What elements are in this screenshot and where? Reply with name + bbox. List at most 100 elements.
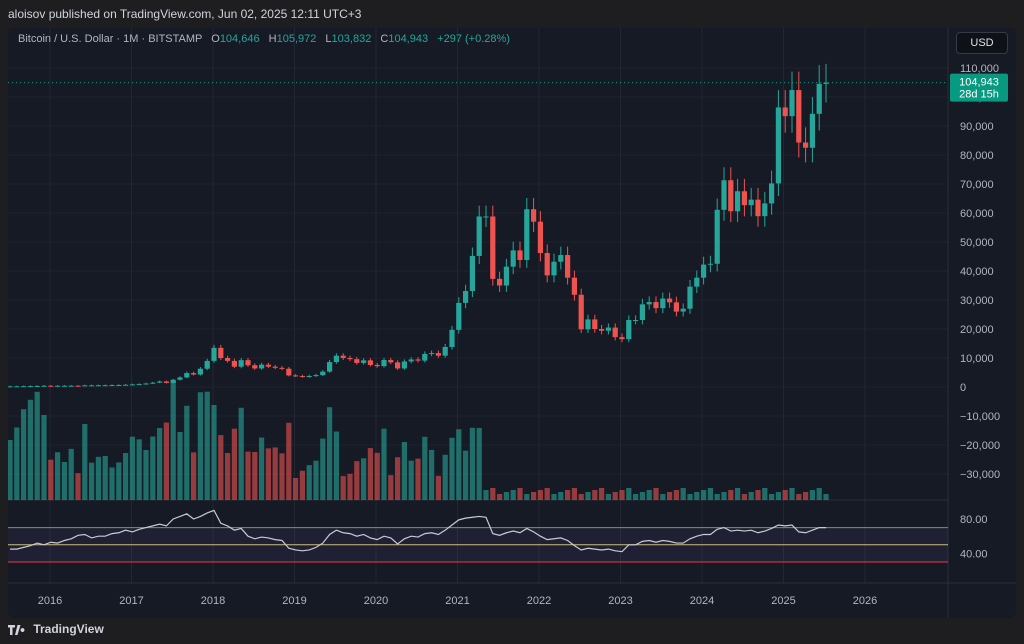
volume-bar	[456, 429, 462, 500]
volume-bar	[415, 458, 421, 500]
candle-body	[136, 384, 142, 386]
high-label: H	[268, 33, 277, 45]
volume-bar	[782, 490, 788, 500]
candle-body	[782, 107, 788, 117]
candle-body	[524, 209, 530, 260]
candle-body	[456, 302, 462, 330]
candle-body	[619, 337, 625, 340]
candle-body	[775, 107, 781, 184]
volume-bar	[469, 427, 475, 500]
candle-body	[157, 381, 163, 383]
candle-body	[48, 385, 54, 387]
volume-bar	[157, 428, 163, 500]
candle-body	[320, 371, 326, 376]
y-tick-label: 80,000	[960, 150, 994, 162]
volume-bar	[422, 436, 428, 500]
candle-body	[150, 382, 156, 384]
footer-brand[interactable]: TradingView	[8, 622, 104, 636]
candle-body	[721, 180, 727, 210]
volume-bar	[694, 492, 700, 500]
candle-body	[14, 386, 20, 388]
candle-body	[238, 360, 244, 367]
chart-panel[interactable]: 110,000100,00090,00080,00070,00060,00050…	[8, 28, 1016, 618]
candle-body	[340, 355, 346, 358]
candle-body	[163, 381, 169, 383]
candle-body	[347, 358, 353, 360]
candle-body	[796, 90, 802, 143]
volume-bar	[374, 452, 380, 500]
candle-body	[55, 385, 61, 387]
candle-body	[537, 221, 543, 254]
candle-body	[639, 304, 645, 321]
candle-body	[531, 209, 537, 222]
candle-body	[279, 367, 285, 369]
volume-bar	[721, 492, 727, 500]
candle-body	[313, 375, 319, 377]
candle-body	[408, 359, 414, 362]
volume-bar	[388, 475, 394, 500]
volume-bar	[565, 490, 571, 500]
volume-bar	[769, 494, 775, 500]
candle-body	[218, 347, 224, 358]
candle-body	[361, 360, 367, 363]
symbol-name: Bitcoin / U.S. Dollar · 1M · BITSTAMP	[18, 33, 203, 45]
candle-body	[463, 291, 469, 303]
price-chart-svg[interactable]: 110,000100,00090,00080,00070,00060,00050…	[8, 28, 1016, 618]
candle-body	[680, 308, 686, 312]
x-tick-label: 2023	[608, 595, 632, 607]
volume-bar	[667, 492, 673, 500]
candle-body	[571, 277, 577, 295]
volume-bar	[163, 422, 169, 500]
y-tick-label: 50,000	[960, 237, 994, 249]
volume-bar	[551, 494, 557, 500]
candle-body	[612, 327, 618, 338]
candle-body	[82, 385, 88, 387]
volume-bar	[531, 492, 537, 500]
candle-body	[211, 347, 217, 361]
x-tick-label: 2020	[364, 595, 388, 607]
footer-brand-label: TradingView	[33, 622, 104, 636]
candle-body	[667, 298, 673, 303]
volume-bar	[503, 492, 509, 500]
volume-bar	[123, 453, 129, 500]
candle-body	[102, 385, 108, 387]
x-tick-label: 2018	[201, 595, 225, 607]
volume-bar	[293, 478, 299, 500]
candle-body	[585, 319, 591, 330]
candle-body	[694, 277, 700, 287]
candle-body	[34, 385, 40, 387]
volume-bar	[211, 405, 217, 500]
volume-bar	[592, 490, 598, 500]
volume-bar	[687, 494, 693, 500]
y-tick-label: 90,000	[960, 121, 994, 133]
candle-body	[497, 278, 503, 286]
x-tick-label: 2022	[527, 595, 551, 607]
volume-bar	[89, 462, 95, 500]
volume-bar	[184, 405, 190, 500]
candle-body	[483, 216, 489, 218]
volume-bar	[129, 436, 135, 500]
candle-body	[374, 364, 380, 367]
candle-body	[435, 353, 441, 356]
candle-body	[204, 360, 210, 369]
candle-body	[252, 365, 258, 369]
volume-bar	[238, 407, 244, 500]
candle-body	[673, 302, 679, 312]
candle-body	[578, 294, 584, 330]
volume-bar	[401, 442, 407, 500]
volume-bar	[701, 490, 707, 500]
candle-body	[27, 386, 33, 388]
candle-body	[592, 319, 598, 329]
candle-body	[503, 266, 509, 286]
volume-bar	[789, 488, 795, 500]
volume-bar	[803, 492, 809, 500]
candle-body	[401, 361, 407, 369]
volume-bar	[483, 490, 489, 500]
y-tick-label: −30,000	[960, 469, 1000, 481]
symbol-legend: Bitcoin / U.S. Dollar · 1M · BITSTAMP O1…	[18, 33, 510, 45]
volume-bar	[673, 490, 679, 500]
volume-bar	[775, 492, 781, 500]
rsi-tick-label: 40.00	[960, 548, 988, 560]
candle-body	[755, 199, 761, 217]
currency-button[interactable]: USD	[956, 32, 1008, 54]
